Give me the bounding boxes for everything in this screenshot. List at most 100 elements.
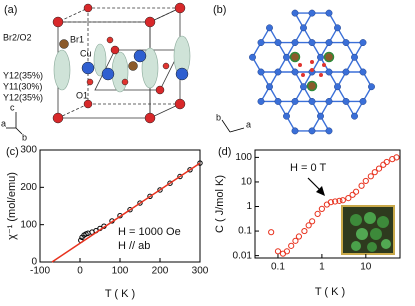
panel-label: (a) <box>4 4 17 16</box>
y-tick-label: 200 <box>20 182 37 193</box>
atom-label: Y12(35%) <box>3 92 43 102</box>
data-point <box>362 177 369 185</box>
cu-site <box>274 97 282 105</box>
data-point <box>292 237 299 244</box>
cu-site <box>308 127 316 135</box>
o-site <box>310 68 314 72</box>
y-tick-label: 0 <box>31 257 37 268</box>
axes-icon <box>221 119 245 133</box>
axis-name: a <box>246 119 251 129</box>
data-point <box>167 180 173 186</box>
data-point <box>349 191 356 198</box>
atom-label: Br2/O2 <box>3 32 32 42</box>
annotation: H = 1000 Oe <box>118 226 181 238</box>
y-tick-label: 100 <box>20 219 37 230</box>
y-tick-label: 100 <box>235 152 252 163</box>
o-site <box>310 60 314 64</box>
panel-label: (b) <box>213 4 226 16</box>
atom-label: Cu <box>80 48 92 58</box>
cu-site <box>351 112 358 120</box>
x-axis-label: T ( K ) <box>315 286 345 298</box>
y-tick-label: 0.01 <box>233 250 253 261</box>
cu-site <box>325 68 333 76</box>
data-point <box>295 233 303 240</box>
data-point <box>274 248 282 255</box>
data-point <box>336 197 343 204</box>
atom-label: Y12(35%) <box>3 70 43 80</box>
cu-site <box>283 112 290 120</box>
cu-site <box>249 53 256 61</box>
data-point <box>380 161 387 168</box>
data-point <box>339 197 346 204</box>
cu-site <box>266 83 273 91</box>
br-site <box>289 51 301 63</box>
cu-site <box>291 9 299 17</box>
o-site <box>322 63 326 67</box>
cu-site <box>266 24 273 32</box>
data-point <box>352 188 360 195</box>
data-point <box>332 198 339 205</box>
cu-site <box>359 68 367 76</box>
helices <box>53 35 191 93</box>
data-point <box>345 194 352 202</box>
atom-label: O1 <box>76 90 88 100</box>
arrow <box>307 177 325 196</box>
cu-site <box>317 112 324 120</box>
cu-site <box>334 24 341 32</box>
y-tick-label: 10 <box>241 177 253 188</box>
x-tick-label: 300 <box>192 266 209 277</box>
atom-label: Y11(30%) <box>3 81 42 91</box>
axis-name: a <box>1 118 6 128</box>
x-axis-label: T ( K ) <box>105 288 135 300</box>
cu-site <box>291 39 299 47</box>
cu-site <box>359 39 367 47</box>
cu-site <box>334 83 341 91</box>
cu-site <box>274 68 282 76</box>
data-point <box>147 193 153 199</box>
x-tick-label: 100 <box>112 266 129 277</box>
kagome-lattice <box>249 9 375 135</box>
data-point <box>127 207 133 213</box>
data-point <box>177 173 183 180</box>
y-axis-label: C ( J/mol K) <box>214 175 226 233</box>
cu-site <box>291 97 299 105</box>
y-tick-label: 0.1 <box>238 226 252 237</box>
x-tick-label: 0.1 <box>271 262 285 273</box>
br-site <box>306 80 318 92</box>
x-tick-label: 200 <box>152 266 169 277</box>
data-point <box>137 200 143 206</box>
cu-site <box>257 68 265 76</box>
data-point <box>358 182 365 189</box>
panel-label: (d) <box>218 146 231 158</box>
data-point <box>197 160 203 166</box>
data-point <box>327 199 334 206</box>
cu-site <box>300 24 307 32</box>
o-site <box>298 63 302 67</box>
data-point <box>309 218 316 225</box>
o-site <box>301 73 305 77</box>
crystal-structure: (a) Br2/O2 Br1 Cu Y12(35%) Y11(30%) Y12(… <box>1 2 191 142</box>
data-point <box>305 222 312 229</box>
cu-site <box>283 53 290 61</box>
atom-label: Br1 <box>70 34 84 44</box>
annotation: H // ab <box>118 240 150 252</box>
axis-name: b <box>216 112 221 122</box>
data-point <box>314 210 321 217</box>
cu-site <box>342 39 350 47</box>
br-site <box>323 51 335 63</box>
cu-site <box>368 83 375 91</box>
cu-site <box>342 68 350 76</box>
axis-name: c <box>10 102 15 112</box>
cu-site <box>257 97 265 105</box>
data-point <box>288 242 295 249</box>
y-tick-label: 1 <box>246 201 252 212</box>
cu-site <box>325 39 333 47</box>
x-tick-label: 1 <box>319 262 325 273</box>
cu-site <box>257 39 265 47</box>
cu-site <box>308 39 316 47</box>
x-tick-label: 10 <box>360 262 372 273</box>
cu-site <box>308 9 316 17</box>
axes-icon <box>6 112 23 135</box>
data-point <box>283 248 291 255</box>
